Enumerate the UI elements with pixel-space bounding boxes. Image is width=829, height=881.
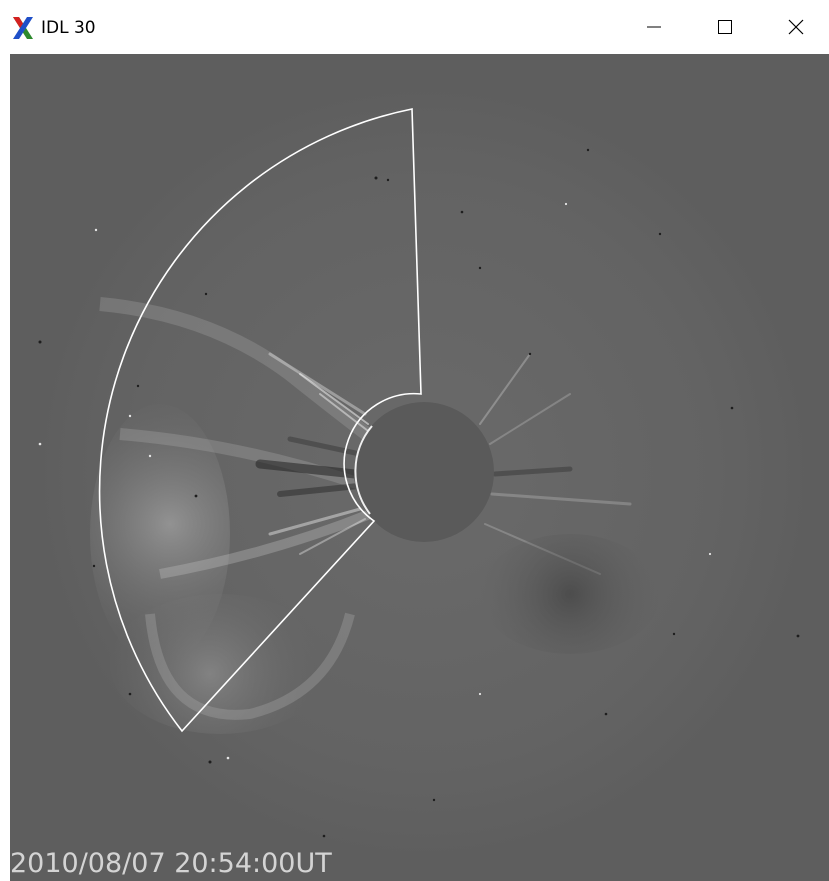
window-border [0, 54, 10, 881]
occulter-rim [354, 425, 373, 515]
dark-rays [255, 436, 573, 497]
minimize-button[interactable] [620, 0, 688, 54]
idl-x-logo-icon [10, 15, 36, 41]
close-icon [788, 19, 804, 35]
cme-lower-streak [159, 509, 372, 579]
coronagraph-image [32, 80, 816, 864]
occulter-disk [354, 402, 494, 542]
minimize-icon [647, 20, 661, 34]
roi-sector-outline [98, 108, 422, 733]
maximize-icon [718, 20, 732, 34]
bright-speckles [38, 202, 712, 760]
title-bar[interactable]: IDL 30 [0, 0, 829, 54]
cme-loop-rim [145, 612, 355, 720]
window-title: IDL 30 [41, 18, 96, 38]
noise-speckles [38, 148, 800, 838]
image-timestamp: 2010/08/07 20:54:00UT [10, 848, 332, 879]
dimming-region [480, 534, 660, 654]
streamer-rays [268, 352, 632, 575]
maximize-button[interactable] [691, 0, 759, 54]
cme-upper-streak [99, 297, 385, 450]
close-button[interactable] [762, 0, 829, 54]
graphics-canvas[interactable] [10, 54, 829, 881]
